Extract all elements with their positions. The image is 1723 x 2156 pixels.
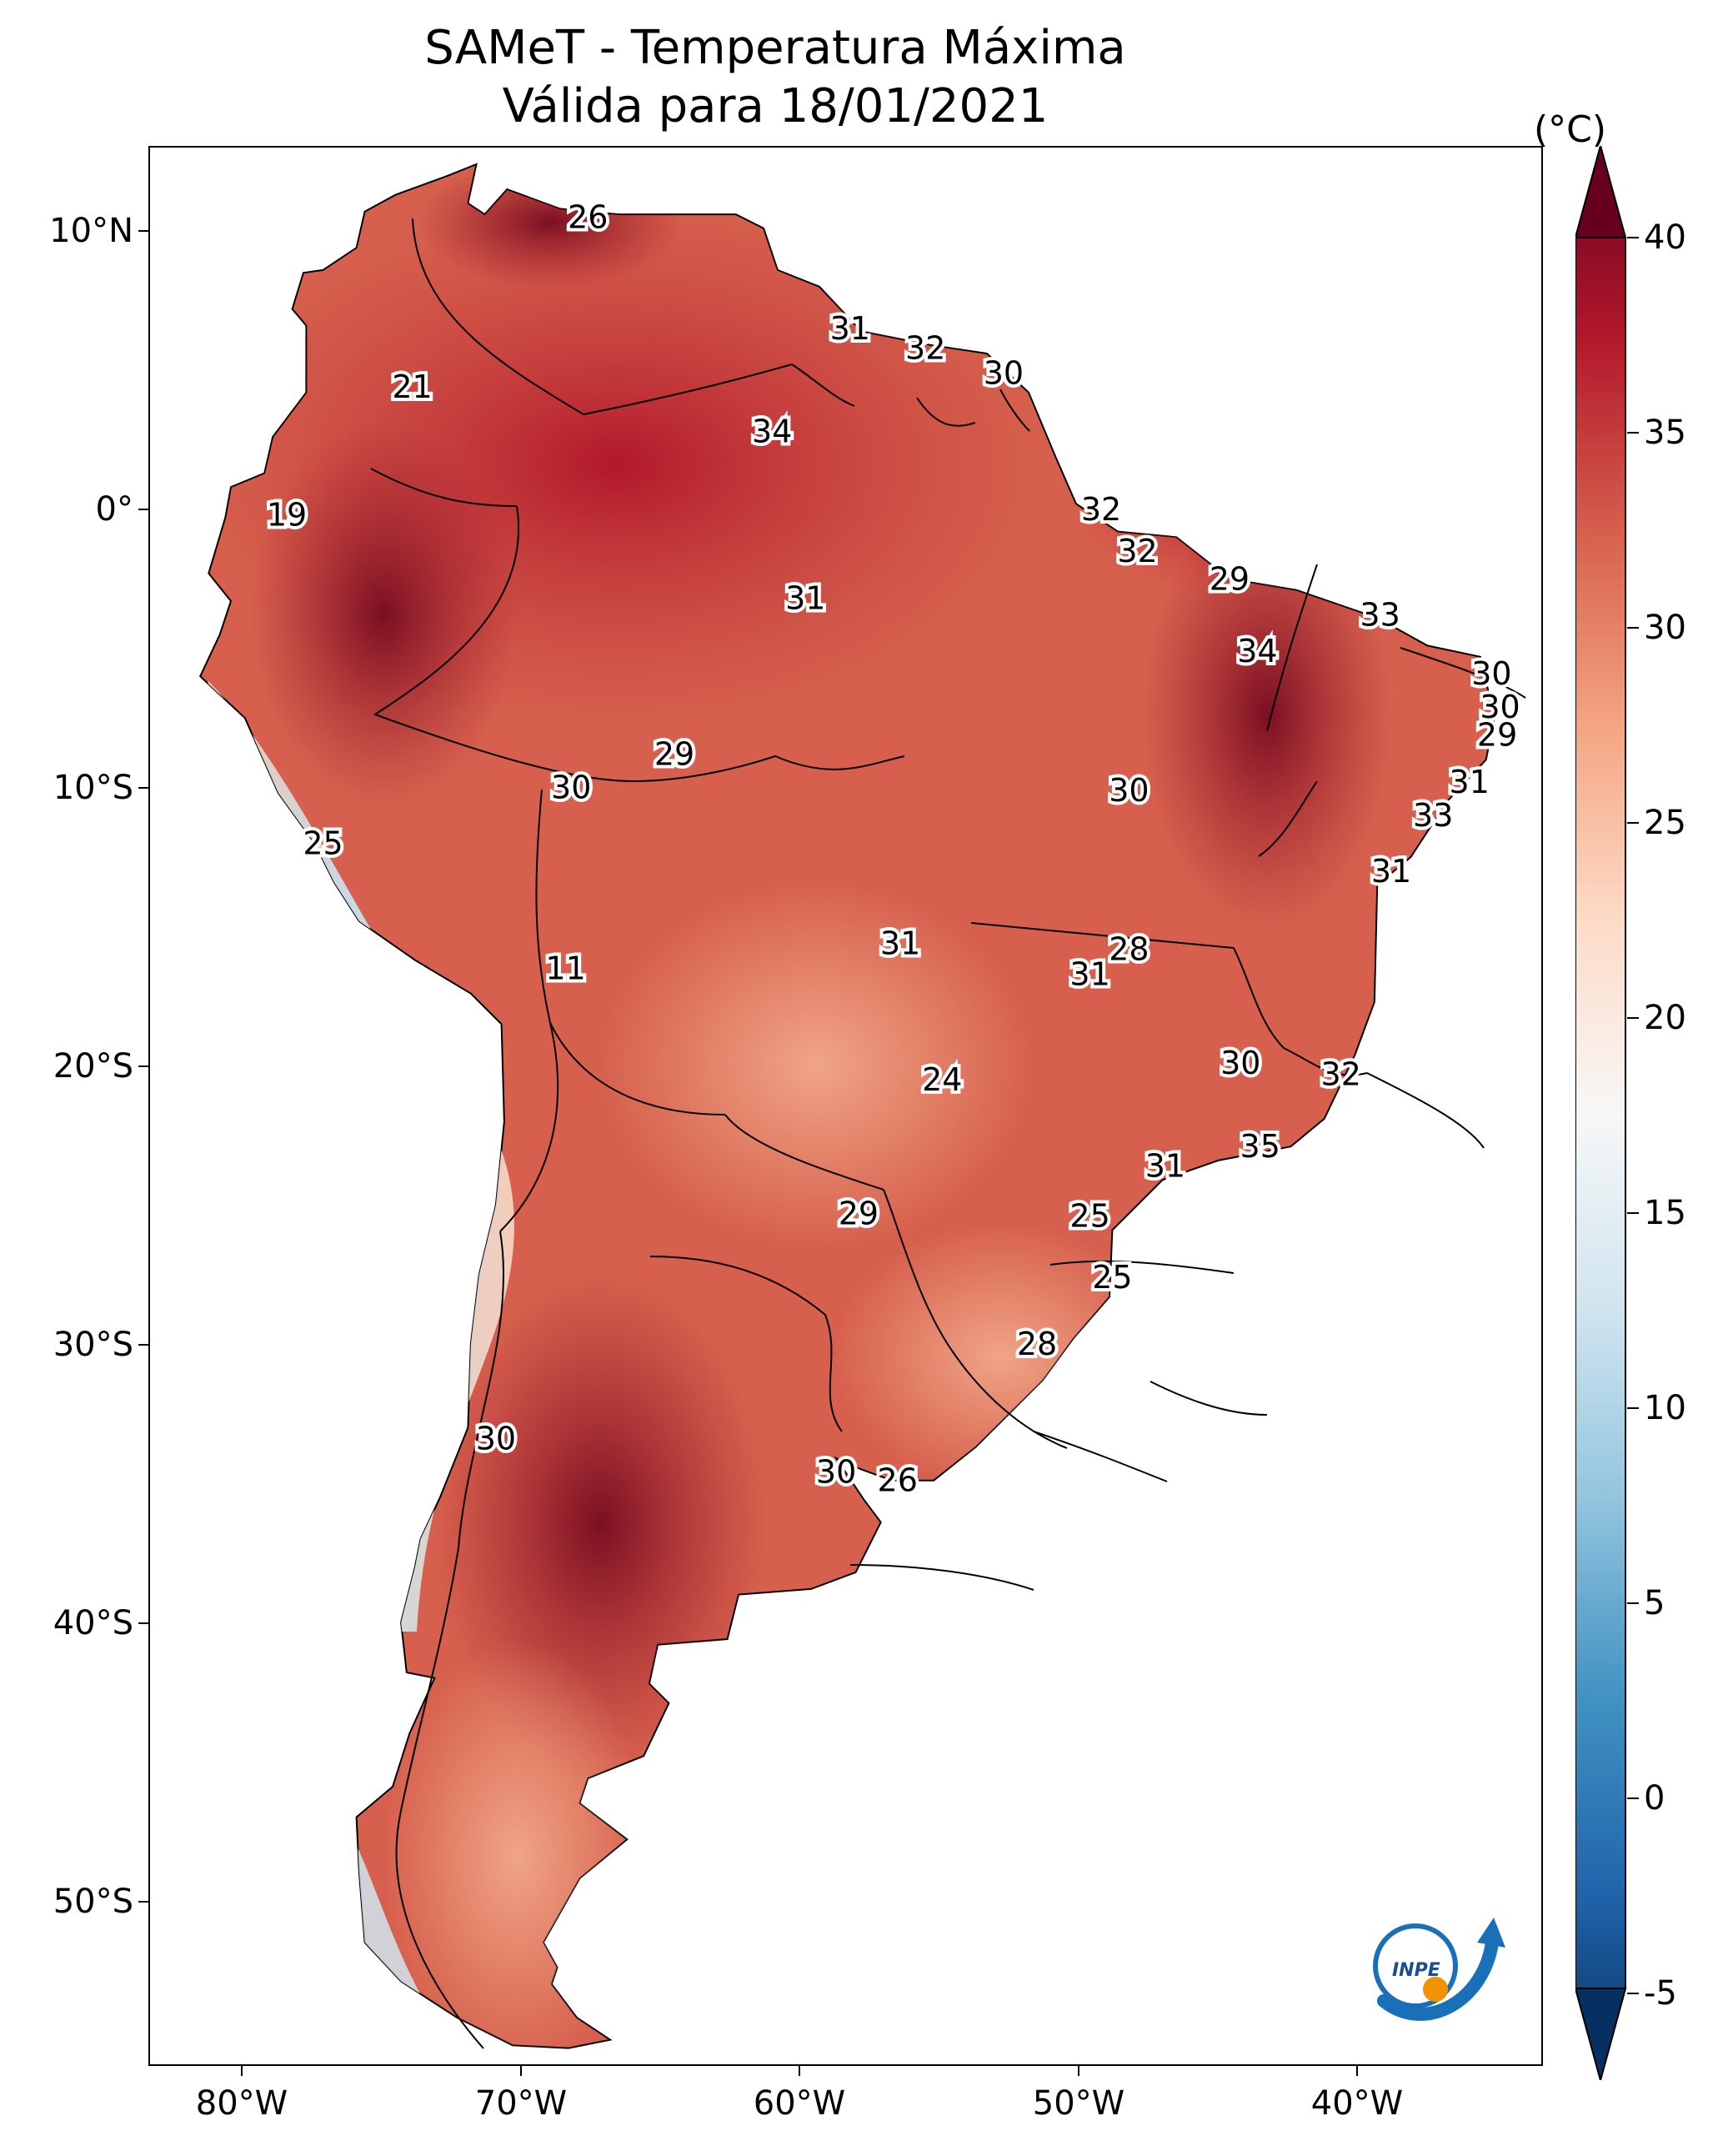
colorbar-tick-label: 15 bbox=[1644, 1194, 1686, 1232]
lat-tick-label: 10°S bbox=[53, 769, 133, 807]
temperature-label: 29 bbox=[839, 1195, 879, 1231]
lat-tickmark bbox=[138, 230, 148, 232]
colorbar-tick-label: 35 bbox=[1644, 414, 1686, 452]
lat-tickmark bbox=[138, 1344, 148, 1346]
temperature-label: 26 bbox=[568, 198, 608, 235]
temperature-label: 35 bbox=[1240, 1128, 1280, 1165]
colorbar-tick-label: -5 bbox=[1644, 1974, 1677, 2013]
lat-tickmark bbox=[138, 1065, 148, 1067]
lat-tick-label: 20°S bbox=[53, 1047, 133, 1086]
colorbar-tick-label: 5 bbox=[1644, 1584, 1665, 1622]
temperature-label: 34 bbox=[752, 413, 792, 449]
inpe-logo-text: INPE bbox=[1392, 1960, 1440, 1981]
temperature-label: 32 bbox=[1117, 533, 1157, 569]
temperature-label: 32 bbox=[1321, 1055, 1361, 1092]
temperature-label: 31 bbox=[880, 925, 920, 962]
temperature-label: 28 bbox=[1109, 930, 1149, 967]
colorbar-tickmark bbox=[1627, 822, 1639, 824]
station-labels: 2621193132303432322933343030293133313129… bbox=[263, 195, 1524, 1502]
colorbar-tick-label: 10 bbox=[1644, 1389, 1686, 1427]
temperature-label: 25 bbox=[1069, 1198, 1109, 1235]
temperature-label: 25 bbox=[1092, 1259, 1132, 1296]
temperature-label: 26 bbox=[878, 1462, 918, 1499]
temperature-label: 30 bbox=[1109, 772, 1149, 809]
map-title: SAMeT - Temperatura Máxima bbox=[424, 21, 1126, 75]
temperature-label: 30 bbox=[476, 1421, 516, 1457]
temperature-label: 30 bbox=[1220, 1045, 1260, 1081]
lon-tick-label: 80°W bbox=[195, 2084, 288, 2123]
lat-tick-label: 10°N bbox=[49, 212, 133, 250]
lat-tick-label: 30°S bbox=[53, 1326, 133, 1364]
temperature-label: 31 bbox=[830, 310, 870, 347]
temperature-label: 32 bbox=[905, 329, 945, 366]
lon-tickmark bbox=[799, 2066, 800, 2076]
temperature-label: 31 bbox=[1145, 1148, 1185, 1185]
temperature-label: 11 bbox=[545, 950, 585, 987]
colorbar-tick-label: 25 bbox=[1644, 804, 1686, 842]
colorbar-tickmark bbox=[1627, 1993, 1639, 1994]
lon-tick-label: 70°W bbox=[474, 2084, 568, 2123]
temperature-label: 30 bbox=[551, 770, 591, 806]
lat-tickmark bbox=[138, 787, 148, 789]
temperature-label: 29 bbox=[654, 736, 694, 773]
lon-tick-label: 50°W bbox=[1032, 2084, 1125, 2123]
colorbar-tick-label: 30 bbox=[1644, 609, 1686, 647]
lat-tickmark bbox=[138, 1901, 148, 1903]
temperature-label: 30 bbox=[1471, 655, 1511, 692]
colorbar-tick-label: 0 bbox=[1644, 1779, 1665, 1818]
map-panel[interactable]: 26 21 19 31 32 30 34 32 32 29 33 34 30 30 29 31 33 31 31 29… bbox=[148, 146, 1543, 2066]
lat-tick-label: 50°S bbox=[53, 1883, 133, 1921]
colorbar-tickmark bbox=[1627, 237, 1639, 238]
colorbar bbox=[1575, 146, 1627, 2080]
temperature-label: 34 bbox=[1237, 633, 1277, 669]
lat-tick-label: 40°S bbox=[53, 1604, 133, 1642]
temperature-label: 29 bbox=[1477, 716, 1517, 753]
colorbar-tickmark bbox=[1627, 627, 1639, 629]
temperature-label: 19 bbox=[267, 497, 307, 534]
inpe-logo: INPE bbox=[1373, 1918, 1505, 2021]
colorbar-tickmark bbox=[1627, 432, 1639, 434]
temperature-label: 31 bbox=[785, 580, 825, 617]
colorbar-tickmark bbox=[1627, 1798, 1639, 1799]
colorbar-tickmark bbox=[1627, 1407, 1639, 1409]
temperature-label: 25 bbox=[303, 825, 343, 861]
colorbar-tickmark bbox=[1627, 1017, 1639, 1019]
map-canvas[interactable]: 2621193132303432322933343030293133313129… bbox=[150, 148, 1543, 2066]
lat-tickmark bbox=[138, 509, 148, 510]
map-subtitle: Válida para 18/01/2021 bbox=[502, 79, 1049, 133]
temperature-label: 24 bbox=[922, 1061, 962, 1098]
lon-tickmark bbox=[1078, 2066, 1079, 2076]
temperature-label: 31 bbox=[1371, 853, 1411, 890]
country-borders bbox=[370, 218, 1526, 2049]
lon-tickmark bbox=[1356, 2066, 1358, 2076]
temperature-label: 31 bbox=[1069, 955, 1109, 992]
temperature-label: 30 bbox=[1480, 689, 1520, 725]
colorbar-tickmark bbox=[1627, 1212, 1639, 1214]
lat-tick-label: 0° bbox=[95, 490, 133, 529]
temperature-label: 30 bbox=[984, 354, 1024, 391]
temperature-label: 30 bbox=[816, 1454, 856, 1491]
colorbar-tick-label: 20 bbox=[1644, 999, 1686, 1037]
lon-tick-label: 40°W bbox=[1310, 2084, 1404, 2123]
temperature-label: 33 bbox=[1413, 797, 1453, 834]
temperature-label: 29 bbox=[1210, 560, 1250, 597]
lon-tickmark bbox=[520, 2066, 522, 2076]
lat-tickmark bbox=[138, 1622, 148, 1624]
temperature-label: 31 bbox=[1450, 764, 1490, 800]
temperature-label: 21 bbox=[392, 369, 432, 405]
colorbar-unit: (°C) bbox=[1534, 108, 1607, 151]
temperature-label: 33 bbox=[1360, 597, 1400, 634]
temperature-label: 28 bbox=[1017, 1326, 1057, 1362]
lon-tick-label: 60°W bbox=[753, 2084, 846, 2123]
temperature-label: 32 bbox=[1081, 491, 1121, 528]
colorbar-tick-label: 40 bbox=[1644, 218, 1686, 257]
colorbar-tickmark bbox=[1627, 1602, 1639, 1604]
lon-tickmark bbox=[241, 2066, 243, 2076]
